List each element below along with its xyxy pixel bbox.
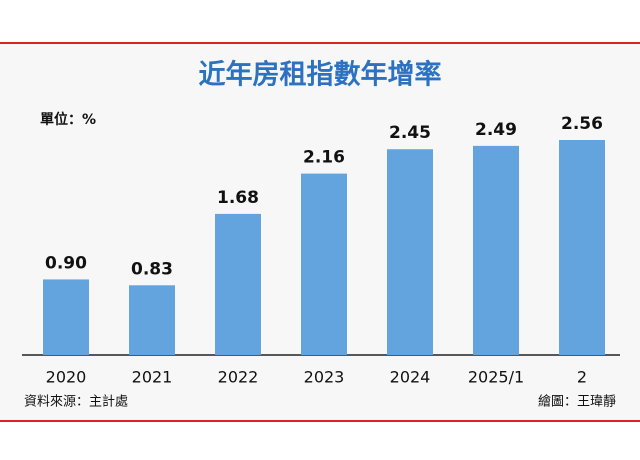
x-tick-label: 2021 <box>132 368 173 387</box>
credit: 繪圖：王瑋靜 <box>538 394 616 410</box>
bar <box>129 285 175 355</box>
x-tick-label: 2 <box>577 368 587 387</box>
bar <box>387 149 433 355</box>
value-label: 2.56 <box>561 114 603 134</box>
source: 資料來源：主計處 <box>24 394 128 410</box>
bar <box>215 213 261 355</box>
value-label: 1.68 <box>217 188 259 208</box>
unit-label: 單位：% <box>40 111 96 128</box>
value-label: 0.83 <box>131 259 173 279</box>
bar <box>43 279 89 355</box>
x-tick-label: 2024 <box>390 368 431 387</box>
x-tick-label: 2023 <box>304 368 345 387</box>
value-label: 2.45 <box>389 123 431 143</box>
value-label: 0.90 <box>45 253 87 273</box>
value-label: 2.16 <box>303 148 345 168</box>
bar <box>473 145 519 355</box>
x-tick-label: 2020 <box>46 368 87 387</box>
value-label: 2.49 <box>475 120 517 140</box>
x-tick-label: 2025/1 <box>468 368 524 387</box>
x-tick-label: 2022 <box>218 368 259 387</box>
bar <box>559 140 605 355</box>
bar <box>301 173 347 355</box>
chart-title: 近年房租指數年增率 <box>199 59 442 91</box>
